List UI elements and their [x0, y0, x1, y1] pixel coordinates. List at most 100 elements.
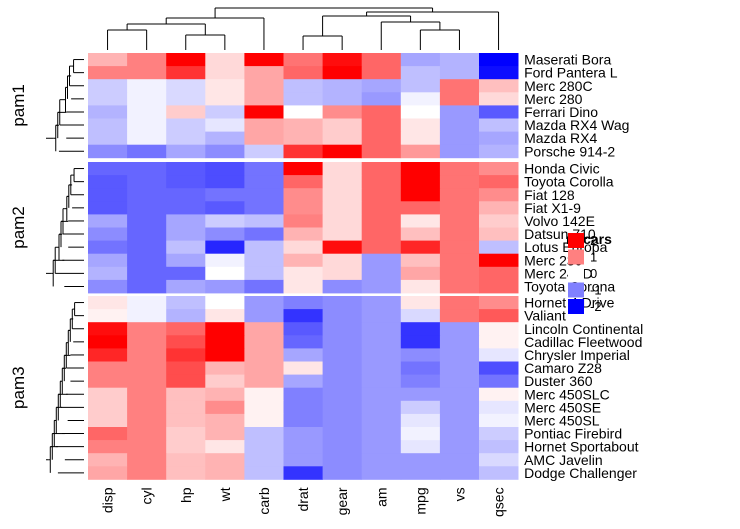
heatmap-cell — [479, 92, 519, 106]
heatmap-cell — [400, 227, 441, 241]
row-label: Honda Civic — [524, 161, 599, 177]
heatmap-cell — [322, 66, 363, 80]
heatmap-cell — [205, 131, 245, 146]
heatmap-cell — [361, 440, 402, 454]
heatmap-cell — [205, 413, 245, 428]
heatmap-cell — [361, 105, 402, 119]
heatmap-cell — [439, 309, 480, 323]
heatmap-cell — [244, 162, 284, 176]
heatmap-cell — [205, 175, 245, 189]
heatmap-cell — [361, 309, 402, 323]
heatmap-cell — [244, 227, 284, 241]
heatmap-cell — [361, 162, 402, 176]
heatmap-cell — [283, 188, 323, 202]
heatmap-cell — [127, 266, 167, 281]
heatmap-cell — [400, 361, 441, 375]
heatmap-cell — [127, 131, 167, 146]
heatmap-cell — [88, 413, 128, 428]
heatmap-cell — [205, 188, 245, 202]
heatmap-cell — [244, 144, 284, 159]
heatmap-cell — [361, 175, 402, 189]
heatmap-cell — [166, 361, 206, 375]
heatmap-cell — [400, 53, 441, 67]
heatmap-cell — [479, 201, 519, 215]
heatmap-cell — [439, 227, 480, 241]
heatmap-cell — [244, 214, 284, 228]
heatmap-cell — [205, 144, 245, 159]
heatmap-cell — [361, 92, 402, 106]
column-label: vs — [452, 487, 468, 501]
column-label: gear — [334, 487, 350, 515]
group-label-pam3: pam3 — [9, 366, 28, 409]
heatmap-cell — [283, 466, 323, 480]
heatmap-cell — [283, 387, 323, 402]
heatmap-cell — [479, 279, 519, 294]
heatmap-cell — [166, 253, 206, 268]
heatmap-cell — [244, 240, 284, 255]
color-legend: mtcars 210-1-2 — [566, 231, 612, 314]
heatmap-cell — [244, 453, 284, 467]
heatmap-cell — [361, 53, 402, 67]
heatmap-cell — [439, 453, 480, 467]
heatmap-cell — [439, 322, 480, 336]
heatmap-cell — [322, 214, 363, 228]
heatmap-cell — [88, 322, 128, 336]
heatmap-cell — [283, 348, 323, 362]
heatmap-cell — [322, 335, 363, 349]
heatmap-cell — [479, 466, 519, 480]
heatmap-cell — [400, 79, 441, 93]
heatmap-cell — [205, 227, 245, 241]
heatmap-cell — [88, 296, 128, 310]
heatmap-cell — [244, 253, 284, 268]
heatmap-cell — [361, 118, 402, 132]
heatmap-cell — [283, 105, 323, 119]
heatmap-cell — [479, 266, 519, 281]
heatmap-cell — [283, 335, 323, 349]
heatmap-cell — [322, 453, 363, 467]
row-label: Duster 360 — [524, 373, 593, 389]
heatmap-cell — [127, 53, 167, 67]
heatmap-cell — [400, 131, 441, 146]
heatmap-cell — [166, 413, 206, 428]
heatmap-cell — [479, 162, 519, 176]
heatmap-cell — [322, 144, 363, 159]
heatmap-cell — [244, 374, 284, 389]
heatmap-cell — [322, 361, 363, 375]
legend-swatch — [568, 249, 584, 265]
heatmap-cell — [205, 214, 245, 228]
heatmap-cell — [283, 162, 323, 176]
row-label: Mazda RX4 Wag — [524, 117, 629, 133]
row-label: AMC Javelin — [524, 452, 603, 468]
heatmap-cell — [439, 214, 480, 228]
heatmap-cell — [322, 92, 363, 106]
heatmap-cell — [166, 466, 206, 480]
heatmap-cell — [88, 214, 128, 228]
heatmap-cell — [361, 361, 402, 375]
heatmap-cell — [479, 105, 519, 119]
heatmap-cell — [400, 400, 441, 415]
heatmap-cell — [322, 413, 363, 428]
heatmap-cell — [244, 279, 284, 294]
heatmap-cell — [322, 279, 363, 294]
column-label: disp — [100, 487, 116, 513]
heatmap-cell — [400, 92, 441, 106]
heatmap-cell — [439, 118, 480, 132]
heatmap-cell — [166, 188, 206, 202]
heatmap-cell — [88, 175, 128, 189]
heatmap-cell — [166, 162, 206, 176]
heatmap-cell — [127, 440, 167, 454]
column-label: drat — [295, 487, 311, 511]
heatmap-cell — [479, 188, 519, 202]
heatmap-cell — [166, 387, 206, 402]
heatmap-cell — [400, 374, 441, 389]
heatmap-cell — [127, 400, 167, 415]
heatmap-cell — [479, 144, 519, 159]
heatmap-cell — [361, 79, 402, 93]
column-label: qsec — [491, 487, 507, 517]
heatmap-cell — [361, 466, 402, 480]
heatmap-cell — [361, 144, 402, 159]
heatmap-cell — [88, 374, 128, 389]
heatmap-cell — [361, 279, 402, 294]
row-label: Dodge Challenger — [524, 465, 637, 481]
